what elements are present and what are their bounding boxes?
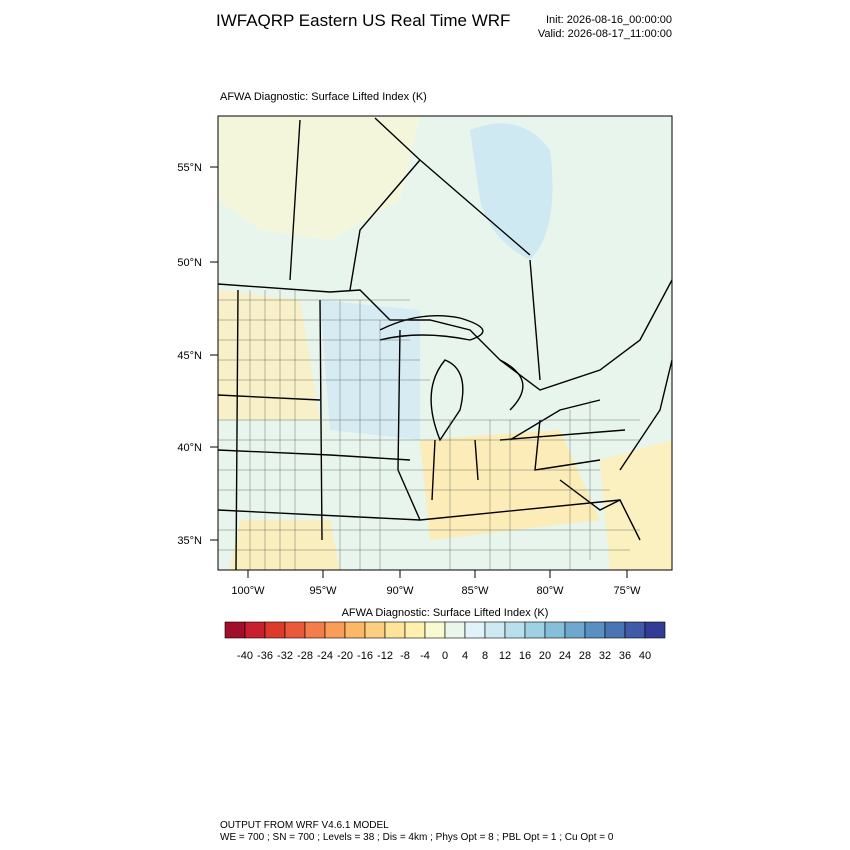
- colorbar-box: [284, 621, 306, 639]
- colorbar-box: [624, 621, 646, 639]
- colorbar-box: [464, 621, 486, 639]
- colorbar-box: [524, 621, 546, 639]
- colorbar-label: 20: [539, 650, 551, 662]
- colorbar-label: 40: [639, 650, 651, 662]
- colorbar-box: [304, 621, 326, 639]
- colorbar-box: [364, 621, 386, 639]
- colorbar-box: [264, 621, 286, 639]
- colorbar-label: 16: [519, 650, 531, 662]
- colorbar-box: [424, 621, 446, 639]
- field-region: [320, 300, 420, 440]
- lon-label: 85°W: [461, 585, 489, 597]
- map: [217, 115, 673, 571]
- colorbar-label: -36: [257, 650, 273, 662]
- colorbar-label: 32: [599, 650, 611, 662]
- colorbar-label: -12: [377, 650, 393, 662]
- colorbar-box: [244, 621, 266, 639]
- lat-label: 35°N: [177, 535, 202, 547]
- field-region: [600, 440, 672, 570]
- colorbar-box: [544, 621, 566, 639]
- colorbar-label: -24: [317, 650, 333, 662]
- colorbar-label: -8: [400, 650, 410, 662]
- colorbar-label: -32: [277, 650, 293, 662]
- lon-label: 100°W: [231, 585, 265, 597]
- longitude-labels: 100°W 95°W 90°W 85°W 80°W 75°W: [231, 570, 641, 597]
- colorbar-box: [224, 621, 246, 639]
- colorbar-label: 0: [442, 650, 448, 662]
- colorbar-box: [384, 621, 406, 639]
- colorbar-label: -40: [237, 650, 253, 662]
- county-lines: [218, 290, 640, 570]
- field-region: [470, 123, 553, 260]
- colorbar-box: [324, 621, 346, 639]
- colorbar-box: [584, 621, 606, 639]
- lon-label: 80°W: [536, 585, 564, 597]
- lat-label: 55°N: [177, 162, 202, 174]
- lat-label: 40°N: [177, 442, 202, 454]
- colorbar-label: -4: [420, 650, 430, 662]
- footer-line: OUTPUT FROM WRF V4.6.1 MODEL: [220, 820, 389, 831]
- latitude-labels: 55°N 50°N 45°N 40°N 35°N: [177, 162, 218, 547]
- valid-time: Valid: 2026-08-17_11:00:00: [538, 28, 672, 40]
- colorbar-box: [604, 621, 626, 639]
- field-region: [218, 290, 320, 420]
- lon-label: 75°W: [613, 585, 641, 597]
- colorbar-box: [564, 621, 586, 639]
- colorbar-box: [484, 621, 506, 639]
- lon-label: 90°W: [386, 585, 414, 597]
- colorbar-box: [444, 621, 466, 639]
- lat-label: 50°N: [177, 257, 202, 269]
- colorbar-label: -28: [297, 650, 313, 662]
- map-title: AFWA Diagnostic: Surface Lifted Index (K…: [220, 91, 427, 103]
- colorbar-title: AFWA Diagnostic: Surface Lifted Index (K…: [342, 607, 549, 619]
- footer-line: WE = 700 ; SN = 700 ; Levels = 38 ; Dis …: [220, 832, 614, 843]
- colorbar-label: 12: [499, 650, 511, 662]
- title: IWFAQRP Eastern US Real Time WRF: [216, 11, 510, 30]
- colorbar-label: -20: [337, 650, 353, 662]
- colorbar-label: 8: [482, 650, 488, 662]
- field-region: [230, 520, 340, 570]
- colorbar-label: 24: [559, 650, 571, 662]
- colorbar-box: [644, 621, 666, 639]
- colorbar-label: 4: [462, 650, 468, 662]
- colorbar: -40 -36 -32 -28 -24 -20 -16 -12 -8 -4 0 4 8 12 16 20 24 2…: [224, 621, 666, 662]
- colorbar-box: [504, 621, 526, 639]
- init-time: Init: 2026-08-16_00:00:00: [546, 14, 672, 26]
- colorbar-label: 36: [619, 650, 631, 662]
- field-region: [218, 116, 420, 240]
- lat-label: 45°N: [177, 350, 202, 362]
- colorbar-box: [344, 621, 366, 639]
- colorbar-box: [404, 621, 426, 639]
- map-frame: [217, 115, 673, 571]
- lon-label: 95°W: [309, 585, 337, 597]
- colorbar-label: -16: [357, 650, 373, 662]
- colorbar-label: 28: [579, 650, 591, 662]
